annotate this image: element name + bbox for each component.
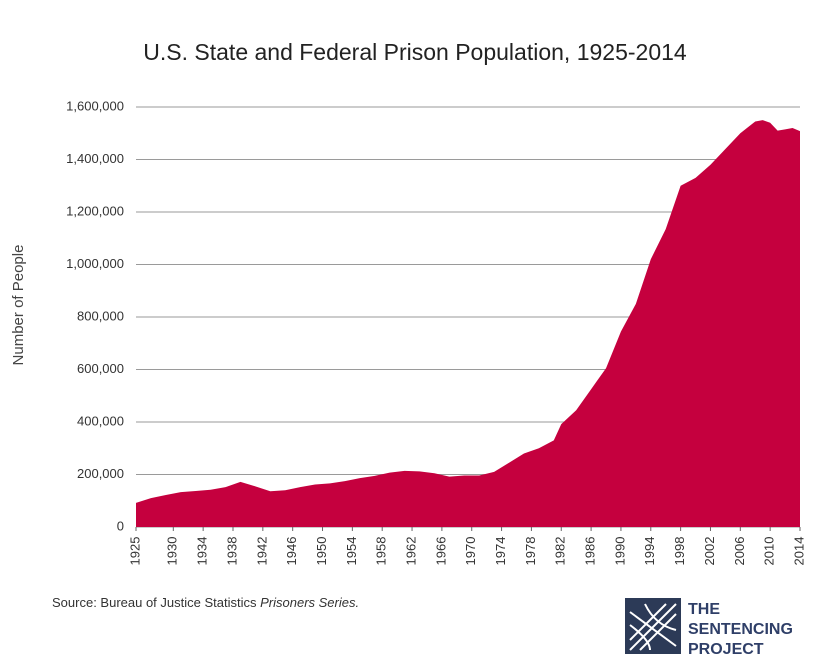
y-axis-label: Number of People: [10, 245, 27, 366]
y-tick-label: 1,200,000: [66, 203, 124, 218]
area: [136, 120, 800, 527]
y-tick-label: 0: [117, 518, 124, 533]
x-tick-label: 2006: [732, 537, 747, 566]
source-italic: Prisoners Series.: [260, 595, 359, 610]
x-tick-label: 2002: [702, 537, 717, 566]
y-tick-label: 1,000,000: [66, 256, 124, 271]
source-text: Source: Bureau of Justice Statistics: [52, 595, 260, 610]
x-tick-label: 1966: [433, 537, 448, 566]
y-tick-label: 400,000: [77, 413, 124, 428]
x-tick-label: 1986: [583, 537, 598, 566]
x-tick-label: 1970: [463, 537, 478, 566]
x-tick-label: 1982: [553, 537, 568, 566]
x-tick-label: 1938: [224, 537, 239, 566]
y-tick-label: 200,000: [77, 466, 124, 481]
x-tick-label: 1934: [195, 537, 210, 566]
x-tick-label: 1930: [165, 537, 180, 566]
y-tick-label: 800,000: [77, 308, 124, 323]
logo-lines: [629, 603, 677, 651]
x-tick-label: 1962: [403, 537, 418, 566]
x-tick-label: 1978: [523, 537, 538, 566]
x-tick-label: 2010: [762, 537, 777, 566]
x-tick-label: 1950: [314, 537, 329, 566]
x-tick-label: 1925: [127, 537, 142, 566]
x-tick-label: 1990: [612, 537, 627, 566]
chart-title: U.S. State and Federal Prison Population…: [143, 39, 687, 65]
source: Source: Bureau of Justice Statistics Pri…: [52, 595, 359, 610]
x-tick-label: 1954: [344, 537, 359, 566]
logo-text: SENTENCING: [688, 621, 793, 638]
logo-text: PROJECT: [688, 641, 764, 658]
x-tick-label: 1998: [672, 537, 687, 566]
x-tick-label: 1942: [254, 537, 269, 566]
x-tick-label: 1974: [493, 537, 508, 566]
y-tick-label: 600,000: [77, 361, 124, 376]
y-tick-label: 1,600,000: [66, 98, 124, 113]
x-tick-label: 2014: [791, 537, 806, 566]
x-tick-label: 1946: [284, 537, 299, 566]
y-tick-label: 1,400,000: [66, 151, 124, 166]
logo-icon: [625, 598, 681, 654]
x-tick-label: 1958: [374, 537, 389, 566]
x-tick-label: 1994: [642, 537, 657, 566]
logo-text: THE: [688, 601, 720, 618]
